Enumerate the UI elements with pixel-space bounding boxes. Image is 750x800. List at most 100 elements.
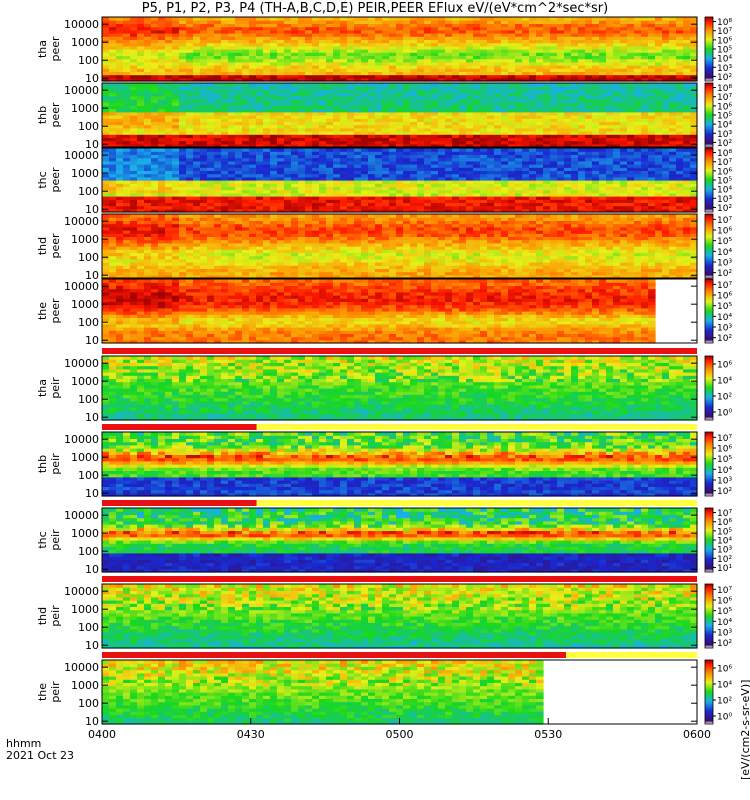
heatmap-cell <box>186 176 194 181</box>
heatmap-cell <box>270 61 278 66</box>
heatmap-cell <box>102 33 110 37</box>
heatmap-cell <box>144 55 152 60</box>
heatmap-cell <box>396 36 404 40</box>
heatmap-cell <box>515 68 523 72</box>
heatmap-cell <box>389 205 397 210</box>
heatmap-cell <box>585 89 593 94</box>
heatmap-cell <box>501 29 509 34</box>
heatmap-cell <box>186 49 194 53</box>
heatmap-cell <box>431 71 439 76</box>
heatmap-cell <box>536 192 544 197</box>
heatmap-cell <box>375 58 383 63</box>
heatmap-cell <box>172 154 180 159</box>
heatmap-cell <box>102 134 110 138</box>
heatmap-cell <box>494 115 502 119</box>
heatmap-cell <box>529 71 537 76</box>
heatmap-cell <box>340 118 348 122</box>
heatmap-cell <box>515 89 523 94</box>
heatmap-cell <box>445 58 453 63</box>
heatmap-cell <box>123 89 131 94</box>
heatmap-cell <box>571 55 579 60</box>
heatmap-cell <box>473 29 481 34</box>
heatmap-cell <box>172 118 180 122</box>
heatmap-cell <box>487 58 495 63</box>
heatmap-cell <box>396 127 404 132</box>
heatmap-cell <box>690 33 698 37</box>
heatmap-cell <box>480 180 488 184</box>
heatmap-cell <box>634 86 642 90</box>
heatmap-cell <box>228 115 236 119</box>
heatmap-cell <box>431 208 439 213</box>
heatmap-cell <box>214 118 222 122</box>
heatmap-cell <box>354 92 362 97</box>
heatmap-cell <box>305 68 313 72</box>
heatmap-cell <box>571 192 579 197</box>
heatmap-cell <box>151 154 159 159</box>
heatmap-cell <box>445 118 453 122</box>
heatmap-cell <box>193 121 201 126</box>
heatmap-cell <box>578 74 586 79</box>
heatmap-cell <box>382 176 390 181</box>
heatmap-cell <box>270 68 278 72</box>
heatmap-cell <box>361 95 369 100</box>
heatmap-cell <box>627 17 635 21</box>
heatmap-cell <box>431 148 439 152</box>
heatmap-cell <box>277 118 285 122</box>
heatmap-cell <box>403 71 411 76</box>
heatmap-cell <box>249 77 257 82</box>
heatmap-cell <box>144 105 152 110</box>
heatmap-cell <box>613 202 621 207</box>
heatmap-cell <box>410 189 418 194</box>
heatmap-cell <box>354 205 362 210</box>
heatmap-cell <box>347 49 355 53</box>
heatmap-cell <box>550 17 558 21</box>
heatmap-cell <box>200 173 208 178</box>
heatmap-cell <box>648 68 656 72</box>
heatmap-cell <box>361 42 369 47</box>
heatmap-cell <box>284 58 292 63</box>
heatmap-cell <box>200 167 208 171</box>
heatmap-cell <box>116 83 124 87</box>
heatmap-cell <box>137 95 145 100</box>
heatmap-cell <box>438 164 446 168</box>
heatmap-cell <box>564 140 572 145</box>
heatmap-cell <box>291 108 299 113</box>
heatmap-cell <box>424 124 432 129</box>
heatmap-cell <box>536 115 544 119</box>
heatmap-cell <box>438 115 446 119</box>
heatmap-cell <box>214 137 222 142</box>
heatmap-cell <box>361 189 369 194</box>
heatmap-cell <box>480 74 488 79</box>
heatmap-cell <box>102 36 110 40</box>
heatmap-cell <box>473 61 481 66</box>
heatmap-cell <box>480 127 488 132</box>
heatmap-cell <box>410 102 418 106</box>
heatmap-cell <box>305 61 313 66</box>
heatmap-cell <box>102 167 110 171</box>
heatmap-cell <box>319 20 327 24</box>
heatmap-cell <box>508 160 516 165</box>
heatmap-cell <box>480 29 488 34</box>
heatmap-cell <box>452 170 460 175</box>
heatmap-cell <box>445 89 453 94</box>
heatmap-cell <box>305 33 313 37</box>
heatmap-cell <box>564 20 572 24</box>
heatmap-cell <box>263 196 271 200</box>
heatmap-cell <box>228 137 236 142</box>
heatmap-cell <box>130 160 138 165</box>
heatmap-cell <box>396 157 404 162</box>
heatmap-cell <box>144 111 152 116</box>
heatmap-cell <box>613 102 621 106</box>
heatmap-cell <box>249 143 257 148</box>
heatmap-cell <box>116 118 124 122</box>
heatmap-cell <box>606 68 614 72</box>
heatmap-cell <box>319 71 327 76</box>
heatmap-cell <box>410 105 418 110</box>
heatmap-cell <box>438 77 446 82</box>
heatmap-cell <box>242 23 250 28</box>
heatmap-cell <box>662 77 670 82</box>
heatmap-cell <box>235 115 243 119</box>
heatmap-cell <box>501 160 509 165</box>
heatmap-cell <box>641 86 649 90</box>
heatmap-cell <box>102 180 110 184</box>
